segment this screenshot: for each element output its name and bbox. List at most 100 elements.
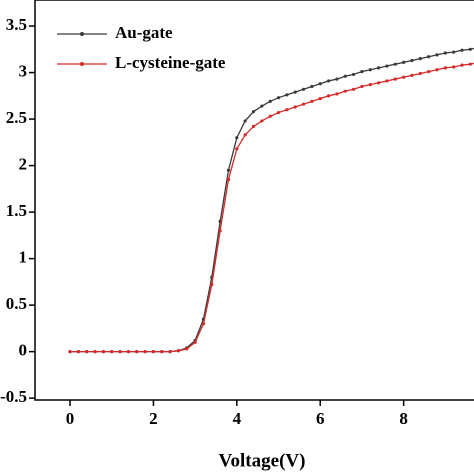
data-point: [235, 147, 239, 151]
data-point: [443, 66, 447, 70]
data-point: [460, 63, 464, 67]
data-point: [310, 99, 314, 103]
data-point: [301, 87, 306, 91]
data-point: [443, 51, 447, 55]
y-tick-label: 3: [19, 61, 28, 80]
series-line: [70, 47, 474, 353]
data-point: [410, 58, 414, 63]
data-point: [468, 47, 472, 51]
data-point: [301, 102, 306, 106]
data-point: [452, 65, 456, 69]
x-tick-label: 8: [399, 409, 408, 428]
data-point: [360, 84, 364, 89]
data-point: [85, 350, 89, 354]
data-point: [452, 50, 456, 54]
data-point: [251, 110, 256, 114]
data-point: [468, 62, 472, 66]
series-line: [70, 62, 474, 353]
data-point: [385, 64, 389, 68]
y-tick-label: 0: [19, 341, 28, 360]
data-point: [160, 350, 164, 354]
data-point: [293, 105, 297, 109]
data-point: [276, 110, 281, 115]
data-point: [427, 70, 431, 74]
data-point: [243, 133, 247, 137]
data-point: [460, 48, 464, 52]
y-tick-label: -0.5: [0, 387, 27, 406]
x-tick-label: 6: [316, 409, 325, 428]
x-axis-title: Voltage(V): [219, 450, 306, 471]
data-point: [326, 94, 331, 98]
data-point: [393, 62, 397, 66]
data-point: [293, 90, 297, 94]
legend-label: Au-gate: [115, 23, 173, 42]
data-point: [151, 350, 156, 354]
data-point: [360, 70, 364, 74]
data-point: [185, 347, 189, 351]
data-point: [135, 350, 139, 354]
data-point: [68, 350, 72, 354]
data-point: [377, 66, 381, 70]
data-point: [351, 72, 356, 77]
data-point: [193, 340, 197, 344]
data-point: [385, 79, 389, 83]
plot-frame: [34, 0, 474, 401]
data-point: [351, 87, 356, 91]
data-point: [285, 108, 289, 112]
data-point: [168, 350, 172, 354]
data-point: [435, 53, 439, 57]
data-point: [210, 283, 214, 287]
data-point: [226, 168, 231, 172]
legend-marker: [80, 62, 84, 66]
data-point: [377, 81, 381, 85]
data-point: [143, 350, 147, 354]
data-point: [101, 350, 105, 354]
data-point: [418, 71, 422, 76]
y-tick-label: 2: [19, 154, 28, 173]
data-point: [402, 60, 406, 64]
data-point: [343, 89, 347, 93]
data-point: [260, 104, 264, 108]
data-point: [260, 119, 264, 123]
data-point: [285, 93, 289, 97]
data-point: [427, 55, 431, 59]
data-point: [251, 124, 256, 129]
data-point: [201, 322, 206, 326]
data-point: [76, 350, 80, 354]
y-tick-label: 0.5: [6, 294, 27, 313]
data-point: [368, 83, 372, 87]
data-point: [402, 75, 406, 79]
data-point: [176, 349, 181, 353]
data-point: [310, 84, 314, 89]
x-tick-label: 4: [233, 409, 242, 428]
data-point: [110, 350, 114, 354]
data-point: [393, 77, 397, 81]
data-point: [276, 96, 281, 100]
y-tick-label: 2.5: [6, 108, 27, 127]
data-point: [118, 350, 122, 354]
data-point: [318, 97, 322, 101]
y-tick-label: 1.5: [6, 201, 27, 220]
data-point: [318, 82, 322, 86]
data-point: [335, 77, 339, 81]
legend-marker: [80, 32, 84, 36]
data-point: [218, 229, 222, 233]
y-tick-label: 1: [19, 248, 28, 267]
data-point: [93, 350, 97, 354]
data-point: [268, 99, 272, 103]
data-point: [126, 350, 131, 354]
data-point: [268, 114, 272, 118]
data-point: [368, 68, 372, 72]
data-point: [335, 92, 339, 96]
data-point: [235, 136, 239, 140]
legend-label: L-cysteine-gate: [115, 53, 226, 72]
x-tick-label: 2: [149, 409, 158, 428]
data-point: [226, 177, 231, 182]
x-tick-label: 0: [66, 409, 75, 428]
data-point: [435, 68, 439, 72]
y-tick-label: 3.5: [6, 15, 27, 34]
data-point: [326, 79, 331, 83]
data-point: [418, 57, 422, 61]
data-point: [243, 119, 247, 123]
